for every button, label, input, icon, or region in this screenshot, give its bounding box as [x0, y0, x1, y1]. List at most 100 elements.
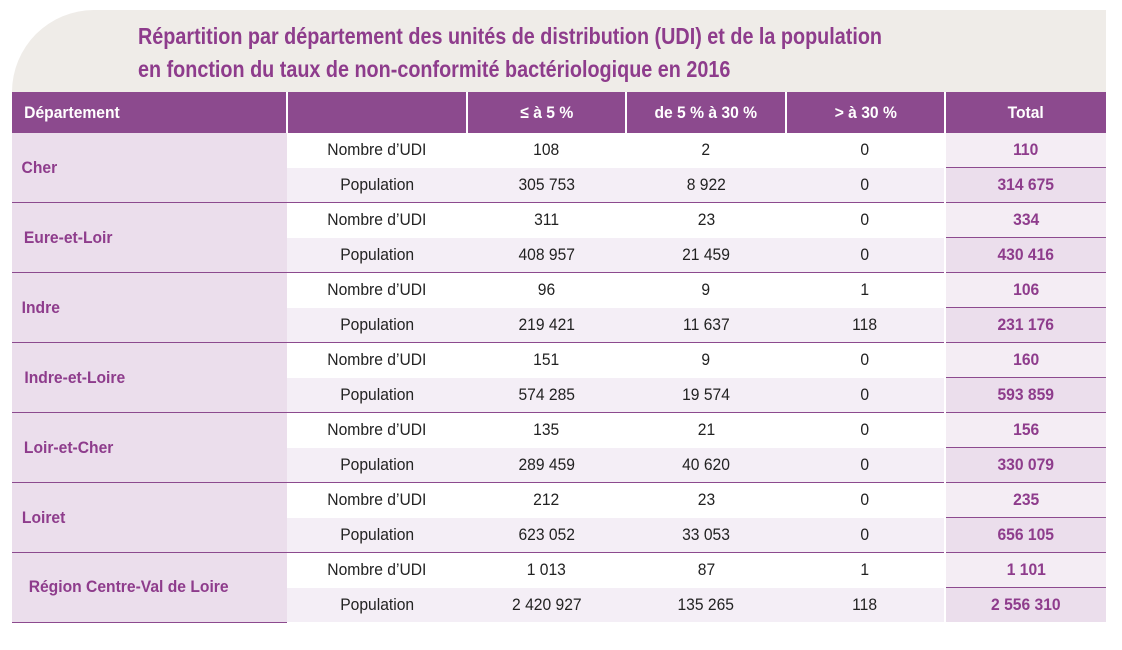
row-label-udi: Nombre d’UDI — [287, 202, 467, 238]
table-row: Indre Nombre d’UDI 96 9 1 106 — [12, 272, 1106, 343]
row-label-udi: Nombre d’UDI — [287, 133, 467, 168]
header-le-5: ≤ à 5 % — [466, 92, 626, 133]
row-label-population: Population — [287, 517, 467, 553]
value-le-5: 151 — [467, 342, 626, 378]
value-gt-30: 0 — [786, 237, 945, 273]
row-label-udi: Nombre d’UDI — [287, 342, 467, 378]
value-5-30: 9 — [626, 272, 786, 308]
value-le-5: 408 957 — [467, 237, 626, 273]
value-5-30: 2 — [626, 133, 786, 168]
table-row: Population 2 420 927 135 265 118 2 556 310 — [12, 587, 1106, 622]
value-gt-30: 0 — [786, 377, 945, 413]
value-total: 2 556 310 — [944, 587, 1106, 622]
row-label-population: Population — [287, 377, 467, 413]
table-row: Population 574 285 19 574 0 593 859 — [12, 377, 1106, 413]
value-total: 160 — [944, 342, 1106, 378]
value-5-30: 19 574 — [626, 377, 786, 413]
row-label-population: Population — [287, 167, 467, 203]
title-line-2: en fonction du taux de non-conformité ba… — [138, 56, 731, 82]
value-gt-30: 0 — [786, 342, 945, 378]
table-row: Loiret Nombre d’UDI 212 23 0 235 — [12, 482, 1106, 553]
table-row: Cher Nombre d’UDI 108 2 0 110 — [12, 133, 1106, 203]
value-5-30: 8 922 — [626, 167, 786, 203]
value-5-30: 87 — [626, 552, 786, 588]
department-name: Loir-et-Cher — [12, 412, 287, 483]
table-row: Population 219 421 11 637 118 231 176 — [12, 307, 1106, 343]
row-label-population: Population — [287, 447, 467, 483]
value-5-30: 21 — [626, 412, 786, 448]
value-total: 156 — [944, 412, 1106, 448]
table-row: Eure-et-Loir Nombre d’UDI 311 23 0 334 — [12, 202, 1106, 273]
value-total: 110 — [944, 133, 1106, 168]
value-total: 106 — [944, 272, 1106, 308]
row-label-population: Population — [287, 307, 467, 343]
value-total: 314 675 — [944, 167, 1106, 203]
value-5-30: 9 — [626, 342, 786, 378]
row-label-udi: Nombre d’UDI — [287, 272, 467, 308]
value-5-30: 11 637 — [626, 307, 786, 343]
value-total: 330 079 — [944, 447, 1106, 483]
row-label-population: Population — [287, 587, 467, 622]
department-name: Eure-et-Loir — [12, 202, 287, 273]
title-panel — [12, 10, 1106, 92]
value-total: 1 101 — [944, 552, 1106, 588]
value-total: 231 176 — [944, 307, 1106, 343]
value-gt-30: 0 — [786, 412, 945, 448]
value-le-5: 623 052 — [467, 517, 626, 553]
value-le-5: 219 421 — [467, 307, 626, 343]
value-le-5: 135 — [467, 412, 626, 448]
table-body: Cher Nombre d’UDI 108 2 0 110 Population 305 75… — [12, 133, 1106, 623]
value-gt-30: 0 — [786, 167, 945, 203]
value-gt-30: 1 — [786, 272, 945, 308]
department-name: Indre — [12, 272, 287, 343]
value-gt-30: 0 — [786, 133, 945, 168]
distribution-table: Département ≤ à 5 % de 5 % à 30 % > à 30… — [12, 92, 1106, 623]
table-title: Répartition par département des unités d… — [138, 20, 946, 86]
title-line-1: Répartition par département des unités d… — [138, 23, 883, 49]
value-gt-30: 1 — [786, 552, 945, 588]
value-le-5: 311 — [467, 202, 626, 238]
value-gt-30: 118 — [786, 587, 945, 622]
header-row-label — [286, 92, 467, 133]
value-gt-30: 0 — [786, 482, 945, 518]
department-name: Cher — [12, 133, 287, 203]
value-le-5: 574 285 — [467, 377, 626, 413]
value-le-5: 2 420 927 — [467, 587, 626, 622]
table-row: Indre-et-Loire Nombre d’UDI 151 9 0 160 — [12, 342, 1106, 413]
header-departement: Département — [12, 92, 287, 133]
value-le-5: 108 — [467, 133, 626, 168]
value-total: 334 — [944, 202, 1106, 238]
value-5-30: 135 265 — [626, 587, 786, 622]
header-5-30: de 5 % à 30 % — [625, 92, 786, 133]
row-label-udi: Nombre d’UDI — [287, 482, 467, 518]
table-row: Région Centre-Val de Loire Nombre d’UDI 1 … — [12, 552, 1106, 623]
value-gt-30: 0 — [786, 202, 945, 238]
header-gt-30: > à 30 % — [785, 92, 945, 133]
value-total: 430 416 — [944, 237, 1106, 273]
row-label-udi: Nombre d’UDI — [287, 552, 467, 588]
table-row: Population 623 052 33 053 0 656 105 — [12, 517, 1106, 553]
value-gt-30: 118 — [786, 307, 945, 343]
value-5-30: 23 — [626, 482, 786, 518]
value-5-30: 33 053 — [626, 517, 786, 553]
department-name: Loiret — [12, 482, 287, 553]
value-le-5: 305 753 — [467, 167, 626, 203]
table-row: Loir-et-Cher Nombre d’UDI 135 21 0 156 — [12, 412, 1106, 483]
value-total: 656 105 — [944, 517, 1106, 553]
department-name: Région Centre-Val de Loire — [12, 552, 287, 623]
header-row: Département ≤ à 5 % de 5 % à 30 % > à 30… — [12, 92, 1106, 133]
table-row: Population 289 459 40 620 0 330 079 — [12, 447, 1106, 483]
row-label-population: Population — [287, 237, 467, 273]
value-5-30: 23 — [626, 202, 786, 238]
table-row: Population 305 753 8 922 0 314 675 — [12, 167, 1106, 203]
value-le-5: 1 013 — [467, 552, 626, 588]
value-le-5: 289 459 — [467, 447, 626, 483]
value-le-5: 96 — [467, 272, 626, 308]
department-name: Indre-et-Loire — [12, 342, 287, 413]
row-label-udi: Nombre d’UDI — [287, 412, 467, 448]
value-total: 593 859 — [944, 377, 1106, 413]
header-total: Total — [944, 92, 1106, 133]
value-le-5: 212 — [467, 482, 626, 518]
table-row: Population 408 957 21 459 0 430 416 — [12, 237, 1106, 273]
value-gt-30: 0 — [786, 517, 945, 553]
